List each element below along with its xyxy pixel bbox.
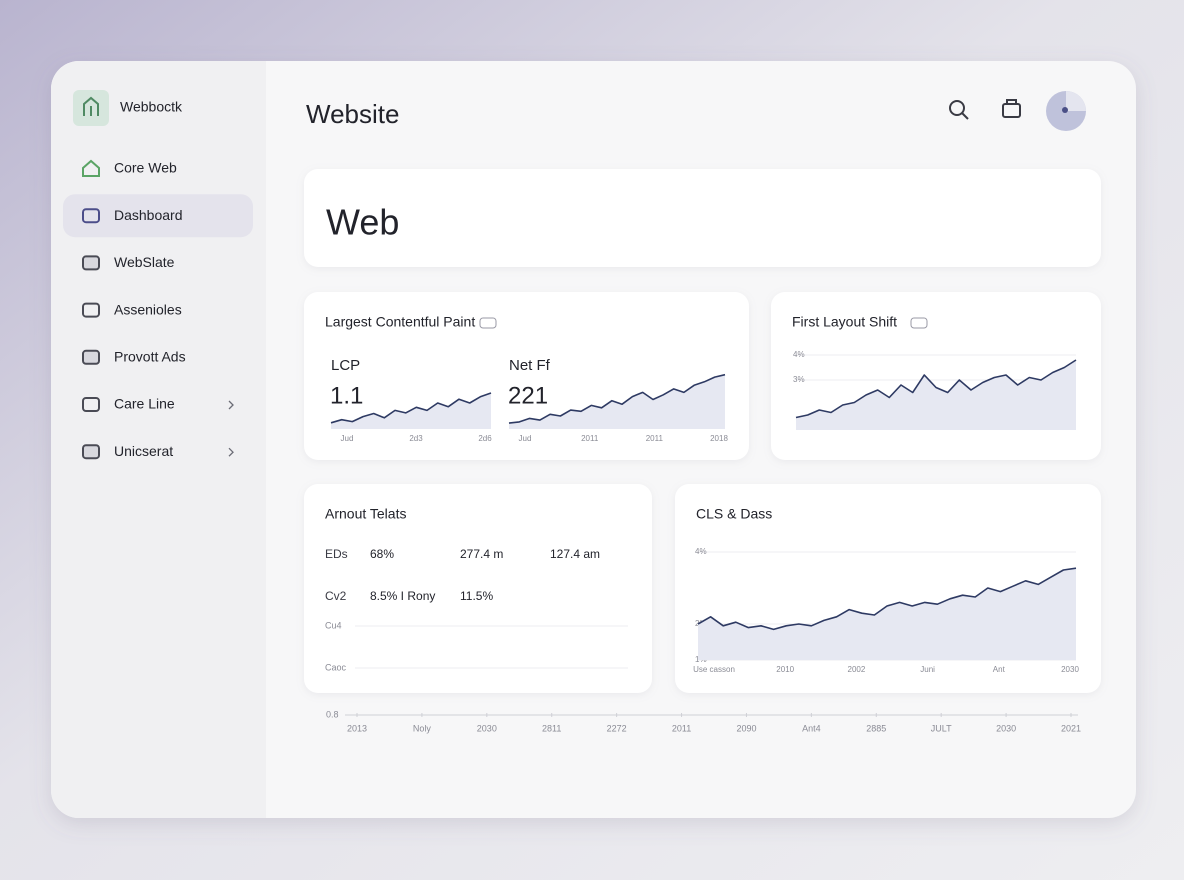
- metric-value: 221: [508, 382, 548, 409]
- table-cell: 8.5% I Rony: [370, 589, 435, 603]
- table-card: [304, 484, 652, 693]
- nav-list: Core Web Dashboard WebSlate Assenioles Provo…: [63, 159, 253, 460]
- table-cell: 11.5%: [460, 589, 493, 603]
- x-tick-label: Noly: [413, 723, 432, 733]
- row-label: Cu4: [325, 620, 342, 630]
- nav-active-bg: [63, 194, 253, 238]
- x-tick-label: Ant4: [802, 723, 821, 733]
- nav-item[interactable]: Provott Ads: [82, 349, 186, 365]
- nav-item[interactable]: Unicserat: [82, 443, 234, 460]
- x-tick-label: 2272: [607, 723, 627, 733]
- x-tick-label: 2011: [672, 723, 691, 733]
- nav-label: Unicserat: [114, 443, 173, 459]
- card-title: Arnout Telats: [325, 506, 406, 522]
- line: [697, 567, 1077, 631]
- nav-icon: [82, 208, 100, 224]
- x-tick-label: Ant: [993, 665, 1006, 674]
- nav-label: Care Line: [114, 396, 175, 412]
- hero-card: [304, 169, 1101, 267]
- x-tick-label: JULT: [931, 723, 952, 733]
- x-tick-label: 2010: [776, 665, 794, 674]
- brand-name: Webboctk: [120, 99, 183, 115]
- nav-icon: [82, 444, 100, 460]
- bottom-axis-label: 0.8: [326, 709, 339, 719]
- row-label: Caoc: [325, 662, 347, 672]
- sidebar: [51, 61, 266, 818]
- nav-item[interactable]: WebSlate: [82, 254, 175, 271]
- x-tick-label: 2030: [996, 723, 1016, 733]
- metric-label: Net Ff: [509, 357, 551, 374]
- row-label: EDs: [325, 547, 348, 561]
- x-tick-label: 2018: [710, 434, 728, 443]
- nav-icon: [82, 349, 100, 365]
- y-tick-label: 3%: [793, 375, 805, 384]
- brand-logo-glyph: [83, 96, 99, 116]
- card-title: First Layout Shift: [792, 314, 897, 330]
- nav-label: Provott Ads: [114, 349, 186, 365]
- card-title: Largest Contentful Paint: [325, 314, 475, 330]
- metric-value: 1.1: [330, 382, 363, 409]
- nav-item[interactable]: Assenioles: [82, 301, 182, 318]
- x-tick-label: Use casson: [693, 665, 735, 674]
- x-tick-label: 2090: [736, 723, 756, 733]
- line: [795, 359, 1077, 419]
- nav-label: WebSlate: [114, 254, 175, 270]
- x-tick-label: 2011: [581, 434, 599, 443]
- nav-item[interactable]: Core Web: [82, 159, 177, 177]
- nav-label: Core Web: [114, 160, 177, 176]
- info-badge: [910, 317, 928, 329]
- page-title: Website: [306, 99, 399, 129]
- metric-label: LCP: [331, 357, 360, 374]
- line: [508, 373, 726, 424]
- x-tick-label: 2013: [347, 723, 367, 733]
- x-tick-label: Jud: [519, 434, 532, 443]
- x-tick-label: 2011: [646, 434, 664, 443]
- x-tick-label: 2811: [542, 723, 561, 733]
- table-cell: 127.4 am: [550, 547, 600, 561]
- bag-button[interactable]: [1002, 99, 1021, 118]
- nav-item[interactable]: Dashboard: [63, 194, 253, 238]
- nav-item[interactable]: Care Line: [82, 396, 234, 412]
- y-tick-label: 4%: [695, 547, 707, 556]
- x-tick-label: 2d6: [478, 434, 492, 443]
- x-tick-label: 2d3: [409, 434, 423, 443]
- y-tick-label: 4%: [793, 350, 805, 359]
- area-fill: [698, 568, 1076, 660]
- row-label: Cv2: [325, 589, 347, 603]
- table-cell: 68%: [370, 547, 394, 561]
- nav-icon: [82, 397, 100, 412]
- nav-label: Assenioles: [114, 301, 182, 317]
- table-cell: 277.4 m: [460, 547, 503, 561]
- x-tick-label: 2885: [866, 723, 886, 733]
- x-tick-label: 2030: [477, 723, 497, 733]
- nav-icon: [82, 159, 100, 177]
- nav-chevron: [228, 400, 234, 410]
- nav-chevron: [228, 447, 234, 457]
- x-tick-label: Juni: [920, 665, 935, 674]
- nav-icon: [82, 302, 100, 318]
- x-tick-label: 2002: [848, 665, 866, 674]
- search-button[interactable]: [949, 100, 969, 120]
- line: [330, 392, 492, 424]
- x-tick-label: Jud: [341, 434, 354, 443]
- nav-label: Dashboard: [114, 207, 183, 223]
- hero-title: Web: [326, 202, 399, 243]
- nav-icon: [82, 255, 100, 271]
- x-tick-label: 2021: [1061, 723, 1081, 733]
- info-badge: [479, 317, 497, 329]
- avatar[interactable]: [1046, 91, 1086, 131]
- x-tick-label: 2030: [1061, 665, 1079, 674]
- area-fill: [796, 360, 1076, 430]
- card-title: CLS & Dass: [696, 506, 772, 522]
